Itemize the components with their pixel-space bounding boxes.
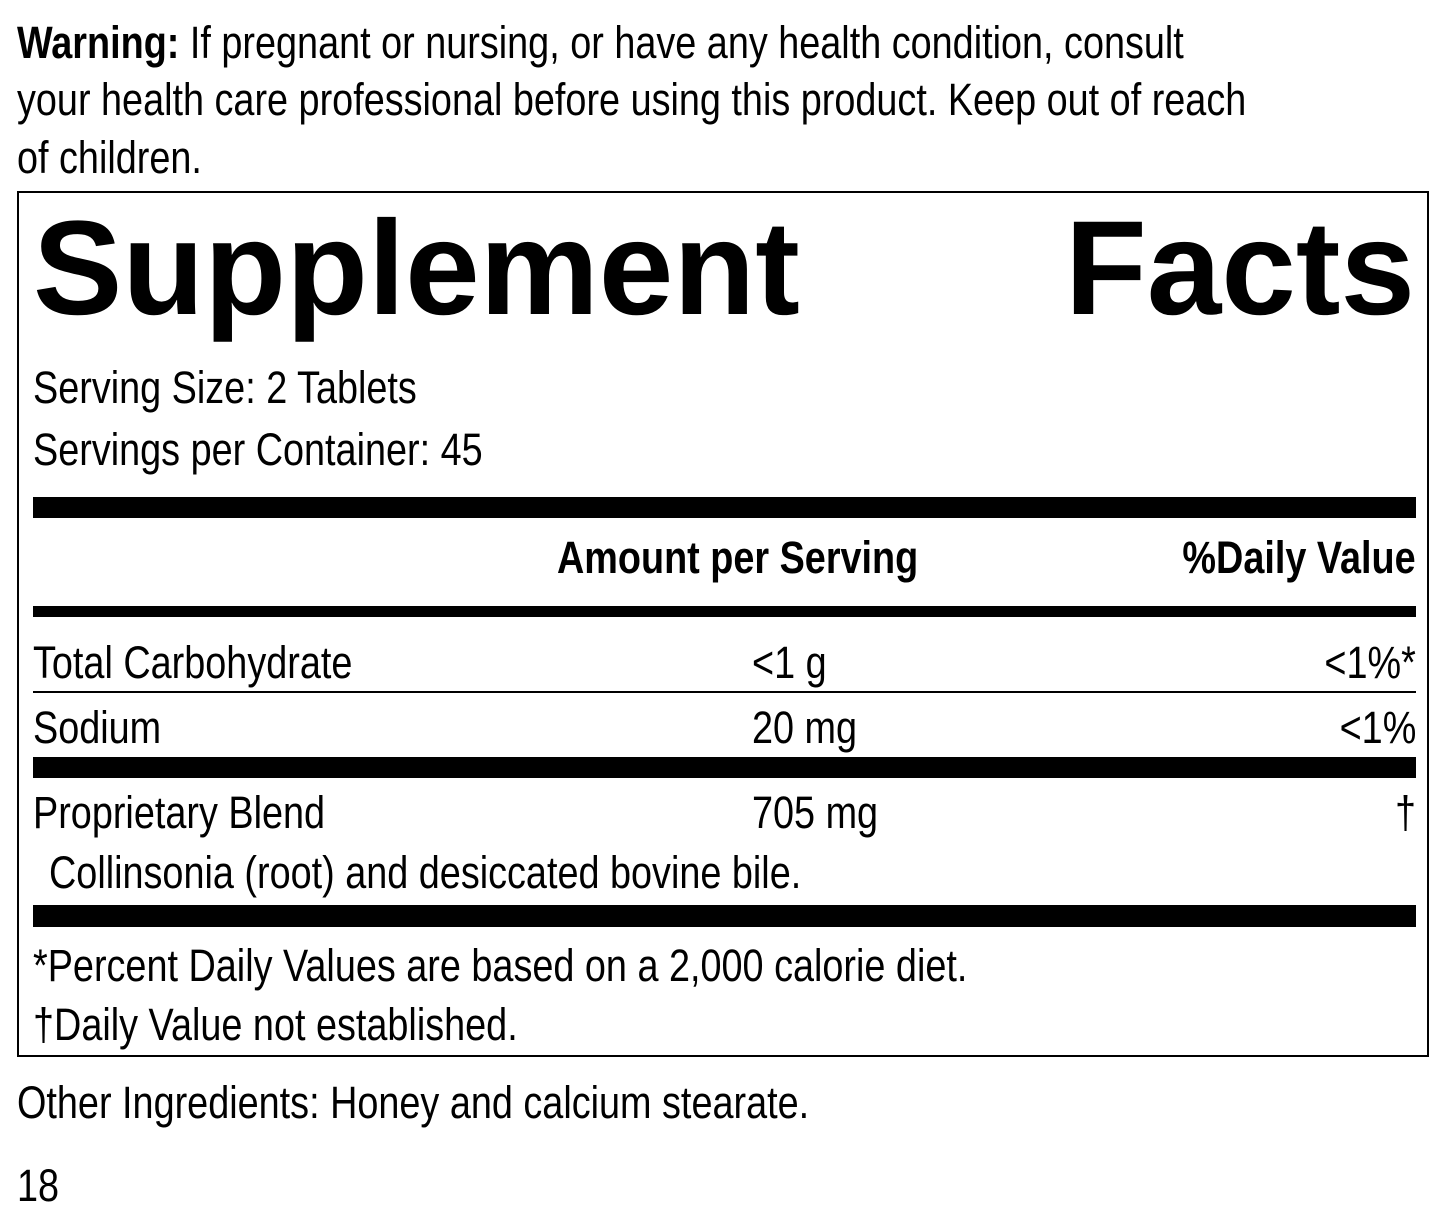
- nutrient-name: Sodium: [33, 702, 162, 753]
- warning-line-3: of children.: [17, 132, 202, 183]
- thick-divider: [33, 497, 1416, 518]
- blend-detail: Collinsonia (root) and desiccated bovine…: [49, 847, 802, 898]
- medium-divider: [33, 606, 1416, 617]
- thin-divider: [33, 691, 1416, 693]
- nutrient-amount: 20 mg: [752, 702, 858, 753]
- facts-title-supplement: Supplement: [33, 194, 800, 343]
- nutrient-amount: 705 mg: [752, 787, 879, 838]
- header-daily-value: %Daily Value: [1182, 532, 1416, 583]
- warning-line-1: Warning: If pregnant or nursing, or have…: [17, 17, 1184, 68]
- footnote-percent-dv: *Percent Daily Values are based on a 2,0…: [33, 940, 968, 991]
- facts-title-facts: Facts: [1064, 194, 1415, 343]
- servings-per-container: Servings per Container: 45: [33, 424, 483, 475]
- nutrient-dv: <1%*: [1324, 637, 1416, 688]
- nutrient-dv: †: [1394, 787, 1416, 838]
- supplement-facts-panel: [17, 191, 1429, 1057]
- page-number: 18: [17, 1160, 60, 1211]
- other-ingredients: Other Ingredients: Honey and calcium ste…: [17, 1077, 810, 1128]
- footnote-dagger: †Daily Value not established.: [33, 999, 518, 1050]
- nutrient-dv: <1%: [1339, 702, 1416, 753]
- warning-label: Warning:: [17, 17, 180, 68]
- nutrient-name: Proprietary Blend: [33, 787, 326, 838]
- thick-divider: [33, 905, 1416, 927]
- header-amount: Amount per Serving: [557, 532, 919, 583]
- nutrient-amount: <1 g: [752, 637, 827, 688]
- serving-size: Serving Size: 2 Tablets: [33, 362, 417, 413]
- thick-divider: [33, 757, 1416, 778]
- warning-line-2: your health care professional before usi…: [17, 74, 1247, 125]
- nutrient-name: Total Carbohydrate: [33, 637, 353, 688]
